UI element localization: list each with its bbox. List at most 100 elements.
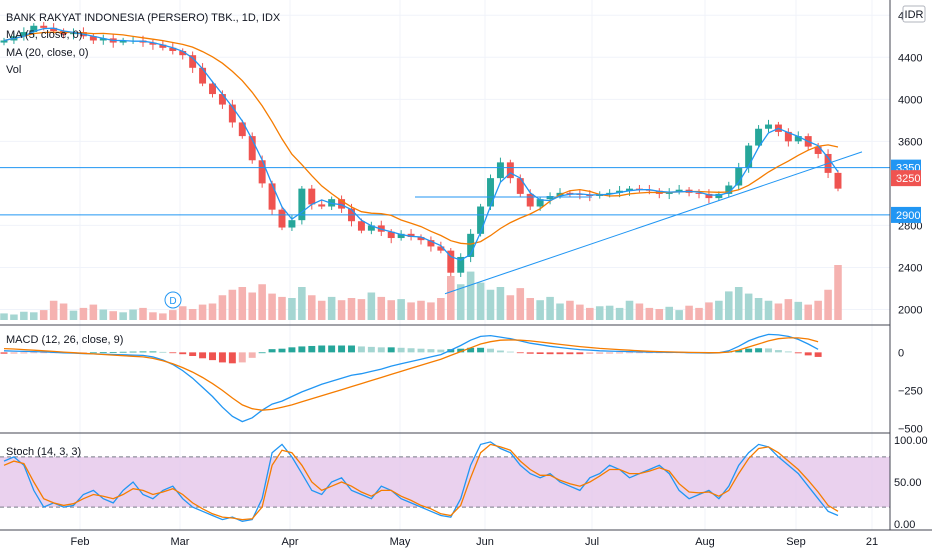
- macd-histogram-bar: [814, 352, 822, 357]
- time-tick-label: 21: [866, 536, 878, 548]
- candle-body: [487, 178, 494, 207]
- macd-histogram-bar: [377, 347, 385, 353]
- macd-histogram-bar: [169, 352, 177, 354]
- candle-body: [695, 192, 703, 194]
- stoch-legend[interactable]: Stoch (14, 3, 3): [6, 446, 81, 458]
- stoch-ticks: 100.00 50.00 0.00: [894, 435, 928, 531]
- volume-bar: [159, 313, 167, 320]
- candle-body: [169, 47, 177, 51]
- candle-body: [357, 221, 365, 231]
- volume-bar: [486, 289, 495, 320]
- macd-histogram-bar: [556, 352, 564, 355]
- volume-bar: [278, 296, 286, 320]
- macd-histogram-bar: [278, 348, 286, 353]
- volume-bar: [546, 296, 554, 320]
- horizontal-lines[interactable]: [0, 167, 890, 216]
- volume-bar: [496, 287, 505, 320]
- candle-body: [496, 162, 504, 179]
- price-scale[interactable]: 4800440040003600280024002000 33503250290…: [889, 0, 932, 531]
- event-marker[interactable]: D: [164, 291, 182, 309]
- volume-bar: [228, 289, 237, 320]
- volume-bar: [208, 303, 217, 320]
- volume-bar: [705, 302, 713, 320]
- vol-legend[interactable]: Vol: [6, 64, 21, 76]
- ma20-legend[interactable]: MA (20, close, 0): [6, 47, 89, 59]
- macd-histogram-bar: [288, 347, 296, 353]
- candle-body: [238, 122, 246, 137]
- macd-histogram-bar: [745, 348, 753, 353]
- volume-bar: [784, 299, 793, 320]
- candle-body: [209, 83, 216, 95]
- macd-histogram-bar: [427, 349, 435, 353]
- macd-ticks: 0 −250 −500: [898, 347, 923, 435]
- ma5-line: [3, 27, 839, 261]
- time-tick-label: Sep: [786, 536, 806, 548]
- macd-histogram-bar: [298, 346, 306, 353]
- currency-badge[interactable]: IDR: [902, 5, 926, 23]
- stoch-k-line: [3, 441, 839, 522]
- macd-tick-label: −500: [898, 423, 923, 435]
- candlesticks: [0, 22, 842, 278]
- macd-pane[interactable]: MACD (12, 26, close, 9): [0, 333, 822, 423]
- macd-histogram-bar: [387, 347, 395, 353]
- candle-body: [189, 55, 197, 68]
- macd-tick-label: 0: [898, 347, 904, 359]
- stoch-tick-label: 50.00: [894, 477, 922, 489]
- macd-histogram-bar: [596, 352, 604, 354]
- volume-bar: [59, 303, 68, 320]
- macd-histogram-bar: [487, 348, 494, 353]
- macd-histogram-bar: [397, 347, 405, 353]
- volume-bar: [79, 307, 88, 320]
- stoch-pane[interactable]: Stoch (14, 3, 3): [0, 441, 890, 522]
- price-pane[interactable]: D: [0, 22, 890, 320]
- volume-bar: [298, 287, 306, 320]
- volume-bar: [139, 307, 147, 320]
- volume-bar: [456, 284, 465, 320]
- signal-line: [3, 337, 819, 411]
- candle-body: [447, 250, 455, 273]
- price-tick-label: 3600: [898, 136, 922, 148]
- volume-bar: [20, 311, 28, 320]
- trendline[interactable]: [444, 151, 863, 295]
- volume-bar: [367, 292, 376, 320]
- macd-histogram-bar: [129, 351, 137, 353]
- macd-histogram-bar: [755, 348, 763, 353]
- macd-histogram-bar: [199, 352, 207, 359]
- macd-histogram-bar: [794, 352, 802, 354]
- price-scale-bg[interactable]: [890, 0, 932, 530]
- volume-bar: [447, 276, 455, 320]
- macd-histogram-bar: [159, 351, 167, 353]
- volume-bar: [437, 298, 445, 320]
- volume-bar: [734, 287, 743, 320]
- volume-bar: [536, 300, 544, 320]
- macd-histogram-bar: [308, 345, 316, 353]
- macd-histogram-bar: [338, 345, 346, 353]
- volume-bar: [109, 311, 117, 320]
- macd-histogram-bar: [348, 345, 355, 353]
- time-tick-label: Jun: [476, 536, 494, 548]
- currency-badge-box[interactable]: [902, 5, 926, 23]
- volume-bar: [794, 301, 803, 320]
- time-ticks: Feb Mar Apr May Jun Jul Aug Sep 21: [71, 536, 879, 548]
- volume-bar: [178, 306, 187, 320]
- volume-bar: [407, 302, 415, 320]
- macd-histogram-bar: [566, 352, 574, 355]
- macd-histogram-bar: [357, 346, 365, 353]
- candle-body: [0, 40, 8, 43]
- ma5-legend[interactable]: MA (5, close, 0): [6, 29, 82, 41]
- candle-body: [288, 220, 296, 228]
- volume-bar: [427, 302, 435, 320]
- volume-bar: [605, 305, 614, 320]
- macd-histogram-bar: [467, 347, 475, 353]
- event-marker-circle[interactable]: [164, 291, 182, 309]
- candle-body: [377, 225, 385, 232]
- time-axis[interactable]: Feb Mar Apr May Jun Jul Aug Sep 21: [0, 529, 932, 548]
- volume-bar: [30, 312, 38, 320]
- macd-legend[interactable]: MACD (12, 26, close, 9): [6, 334, 123, 346]
- volume-bar: [715, 300, 723, 320]
- macd-histogram-bar: [149, 351, 157, 353]
- candle-body: [417, 236, 425, 241]
- candle-body: [248, 136, 256, 161]
- volume-bar: [357, 299, 366, 320]
